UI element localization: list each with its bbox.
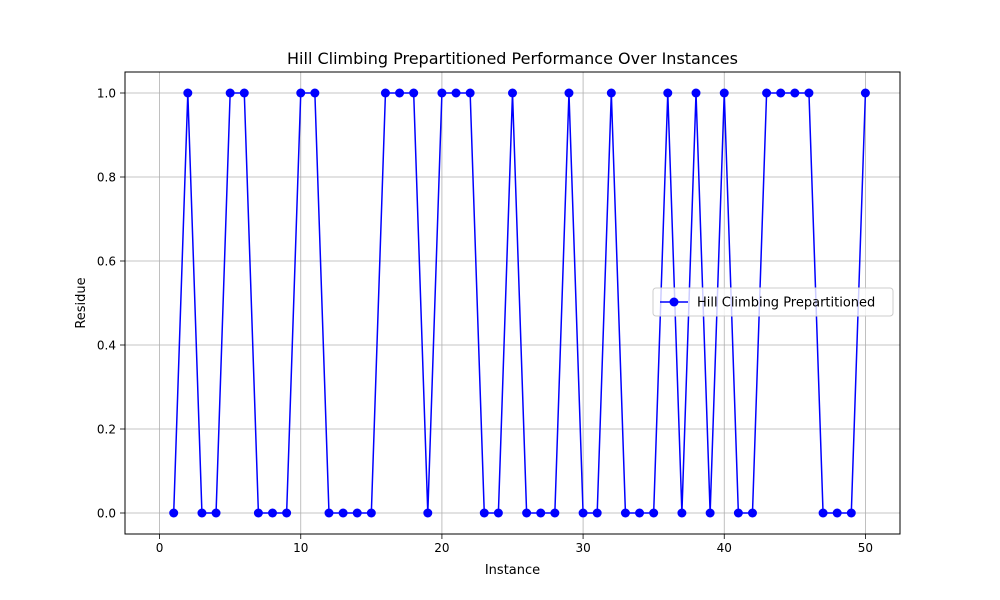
data-point [338, 508, 348, 518]
data-point [677, 508, 687, 518]
legend-box [652, 287, 894, 317]
data-point [733, 508, 743, 518]
data-point [536, 508, 546, 518]
data-point [409, 88, 419, 98]
data-point [296, 88, 306, 98]
data-point [818, 508, 828, 518]
data-point [564, 88, 574, 98]
y-axis-ticks: 0.0 0.2 0.4 0.6 0.8 1.0 [97, 87, 125, 521]
data-point [578, 508, 588, 518]
x-axis-label: Instance [485, 563, 540, 578]
x-axis-ticks: 0 10 20 30 40 50 [156, 534, 873, 555]
y-tick-label: 0.2 [97, 423, 116, 437]
y-tick-label: 1.0 [97, 87, 116, 101]
legend: Hill Climbing Prepartitioned [652, 287, 894, 317]
data-point [465, 88, 475, 98]
data-point [366, 508, 376, 518]
x-tick-label: 50 [858, 541, 873, 555]
data-point [169, 508, 179, 518]
data-point [225, 88, 235, 98]
y-axis-label: Residue [74, 277, 89, 328]
data-point [635, 508, 645, 518]
data-point [282, 508, 292, 518]
data-point [649, 508, 659, 518]
y-tick-label: 0.4 [97, 339, 116, 353]
x-tick-label: 0 [156, 541, 164, 555]
data-point [705, 508, 715, 518]
data-point [776, 88, 786, 98]
data-point [211, 508, 221, 518]
data-point [663, 88, 673, 98]
data-point [479, 508, 489, 518]
data-point [606, 88, 616, 98]
data-point [620, 508, 630, 518]
data-point [846, 508, 856, 518]
data-point [310, 88, 320, 98]
data-point [268, 508, 278, 518]
data-point [719, 88, 729, 98]
data-point [437, 88, 447, 98]
data-point [832, 508, 842, 518]
data-point [522, 508, 532, 518]
plot-frame [124, 71, 901, 535]
x-tick-label: 40 [717, 541, 732, 555]
y-tick-label: 0.0 [97, 507, 116, 521]
x-tick-label: 20 [434, 541, 449, 555]
data-point [380, 88, 390, 98]
data-point [790, 88, 800, 98]
y-tick-label: 0.6 [97, 255, 116, 269]
legend-label: Hill Climbing Prepartitioned [697, 296, 875, 311]
data-point [592, 508, 602, 518]
series-points [169, 88, 870, 518]
data-point [860, 88, 870, 98]
data-point [550, 508, 560, 518]
data-point [183, 88, 193, 98]
x-tick-label: 10 [293, 541, 308, 555]
x-tick-label: 30 [575, 541, 590, 555]
data-point [451, 88, 461, 98]
data-point [762, 88, 772, 98]
data-point [395, 88, 405, 98]
legend-marker-sample [669, 297, 679, 307]
data-point [691, 88, 701, 98]
data-point [197, 508, 207, 518]
data-point [493, 508, 503, 518]
data-point [508, 88, 517, 98]
data-point [804, 88, 814, 98]
data-point [352, 508, 362, 518]
data-point [324, 508, 334, 518]
data-point [423, 508, 433, 518]
y-tick-label: 0.8 [97, 171, 116, 185]
data-point [747, 508, 757, 518]
data-point [253, 508, 263, 518]
data-point [239, 88, 249, 98]
chart-title: Hill Climbing Prepartitioned Performance… [287, 49, 738, 68]
